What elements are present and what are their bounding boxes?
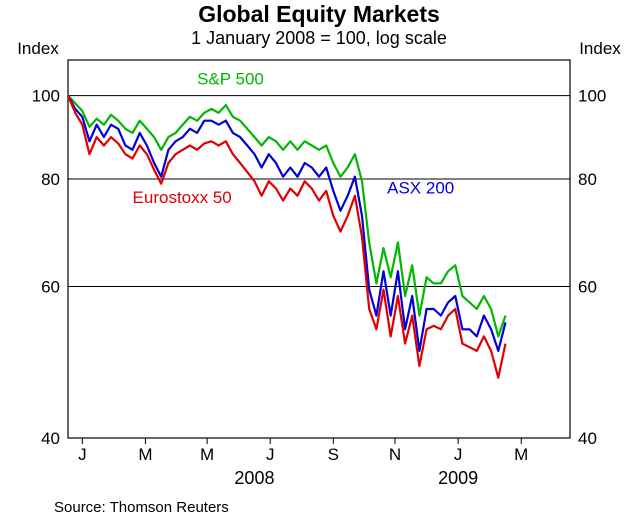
y-tick-right: 80 [578, 170, 597, 189]
x-tick-label: J [266, 445, 275, 464]
series-label: ASX 200 [387, 178, 454, 197]
y-tick-right: 60 [578, 277, 597, 296]
series-label: S&P 500 [197, 70, 264, 89]
x-tick-label: S [328, 445, 339, 464]
chart-title: Global Equity Markets [198, 1, 440, 27]
y-tick-right: 100 [578, 87, 606, 106]
x-tick-label: M [138, 445, 152, 464]
source-text: Source: Thomson Reuters [54, 499, 229, 516]
x-tick-label: M [200, 445, 214, 464]
y-tick-left: 60 [41, 277, 60, 296]
y-tick-left: 40 [41, 429, 60, 448]
chart-subtitle: 1 January 2008 = 100, log scale [191, 28, 447, 48]
y-axis-label-right: Index [579, 39, 621, 58]
x-tick-label: J [78, 445, 87, 464]
y-tick-left: 100 [32, 87, 60, 106]
x-tick-label: J [454, 445, 463, 464]
chart-bg [0, 0, 638, 525]
chart-container: Global Equity Markets1 January 2008 = 10… [0, 0, 638, 525]
x-tick-label: M [514, 445, 528, 464]
x-tick-label: N [389, 445, 401, 464]
x-year-label: 2008 [234, 468, 274, 488]
y-axis-label-left: Index [17, 39, 59, 58]
x-year-label: 2009 [438, 468, 478, 488]
series-label: Eurostoxx 50 [133, 188, 232, 207]
equity-markets-chart: Global Equity Markets1 January 2008 = 10… [0, 0, 638, 525]
y-tick-left: 80 [41, 170, 60, 189]
y-tick-right: 40 [578, 429, 597, 448]
